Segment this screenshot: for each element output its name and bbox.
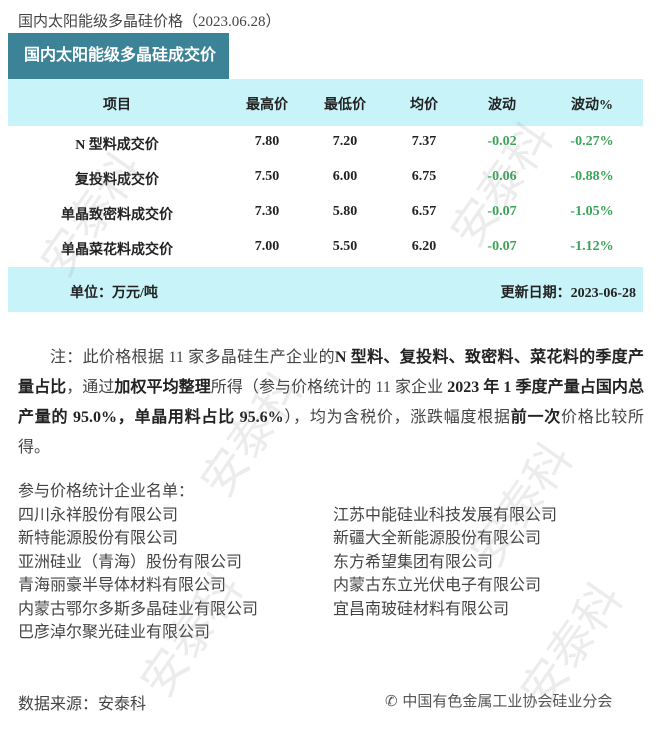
company-item: 青海丽豪半导体材料有限公司	[18, 577, 227, 594]
note-paragraph: 注：此价格根据 11 家多晶硅生产企业的N 型料、复投料、致密料、菜花料的季度产…	[18, 343, 644, 463]
note-text: 所得（参与价格统计的 11 家企业	[210, 379, 444, 396]
table-cell: -0.06	[487, 169, 517, 184]
table-cell: 7.50	[254, 169, 280, 184]
column-header: 均价	[410, 98, 438, 113]
note-text: ），均为含税价，涨跌幅度根据	[283, 409, 511, 426]
update-date: 更新日期：2023-06-28	[500, 286, 636, 301]
company-item: 新疆大全新能源股份有限公司	[333, 530, 542, 547]
company-list-right: 江苏中能硅业科技发展有限公司 新疆大全新能源股份有限公司 东方希望集团有限公司内蒙古…	[333, 504, 557, 622]
company-item: 内蒙古鄂尔多斯多晶硅业有限公司	[18, 600, 259, 618]
table-cell: 7.20	[332, 134, 358, 149]
table-cell: -0.07	[487, 204, 517, 219]
column-header: 波动	[488, 98, 516, 113]
unit-label: 单位：万元/吨	[70, 286, 158, 301]
column-header: 波动%	[571, 98, 613, 113]
company-item: 亚洲硅业（青海）股份有限公司	[18, 553, 243, 571]
data-source: 数据来源：安泰科	[18, 696, 147, 713]
company-item: 内蒙古东立光伏电子有限公司	[333, 577, 542, 594]
note-bold: 加权平均整理	[114, 379, 211, 396]
table-footer	[8, 267, 643, 312]
table-cell: 7.30	[254, 204, 280, 219]
note-bold: 前一次	[510, 409, 561, 426]
table-cell: -1.05%	[570, 204, 614, 219]
wechat-icon: ✆	[385, 692, 398, 710]
table-cell: -1.12%	[570, 239, 614, 254]
table-cell: 6.20	[411, 239, 437, 254]
note-bold: 2023 年 1 季度产量占国内总产量的 95.0%，单晶用料占比 95.6%	[18, 379, 644, 426]
table-cell: -0.07	[487, 239, 517, 254]
note-text: 注：此价格根据 11 家多晶硅生产企业的	[50, 349, 335, 366]
brand-name: 中国有色金属工业协会硅业分会	[402, 692, 613, 710]
table-cell: -0.27%	[570, 134, 614, 149]
row-label: 复投料成交价	[75, 173, 159, 188]
row-label: N 型料成交价	[75, 138, 159, 153]
row-label: 单晶致密料成交价	[61, 208, 173, 223]
row-label: 单晶菜花料成交价	[61, 243, 173, 258]
column-header: 项目	[103, 98, 131, 113]
company-list-left: 参与价格统计企业名单： 四川永祥股份有限公司 新特能源股份有限公司亚洲硅业（青海）…	[18, 480, 258, 645]
page-title: 国内太阳能级多晶硅价格（2023.06.28）	[18, 14, 281, 30]
column-header: 最高价	[246, 98, 288, 113]
note-bold: N 型料、复投料、致密料、菜花料的季度产量占比	[18, 349, 644, 396]
table-cell: -0.02	[487, 134, 517, 149]
table-cell: 7.80	[254, 134, 280, 149]
company-item: 新特能源股份有限公司	[18, 530, 179, 547]
note-text: ，通过	[66, 379, 115, 396]
table-header	[8, 79, 643, 126]
table-cell: 6.00	[332, 169, 358, 184]
company-item: 宜昌南玻硅材料有限公司	[333, 600, 510, 618]
table-cell: 6.57	[411, 204, 437, 219]
company-item: 四川永祥股份有限公司	[18, 506, 179, 524]
company-item: 东方希望集团有限公司	[333, 553, 494, 571]
table-cell: 7.00	[254, 239, 280, 254]
column-header: 最低价	[324, 98, 366, 113]
table-cell: 5.50	[332, 239, 358, 254]
table-title-tab: 国内太阳能级多晶硅成交价	[8, 33, 229, 79]
table-cell: 6.75	[411, 169, 437, 184]
companies-label: 参与价格统计企业名单：	[18, 483, 195, 500]
table-cell: 7.37	[411, 134, 437, 149]
note-text: 价格比较所得。	[18, 409, 644, 456]
table-cell: -0.88%	[570, 169, 614, 184]
company-item: 江苏中能硅业科技发展有限公司	[333, 506, 558, 524]
company-item: 巴彦淖尔聚光硅业有限公司	[18, 624, 211, 641]
brand-footer: ✆ 中国有色金属工业协会硅业分会	[385, 690, 612, 711]
table-cell: 5.80	[332, 204, 358, 219]
